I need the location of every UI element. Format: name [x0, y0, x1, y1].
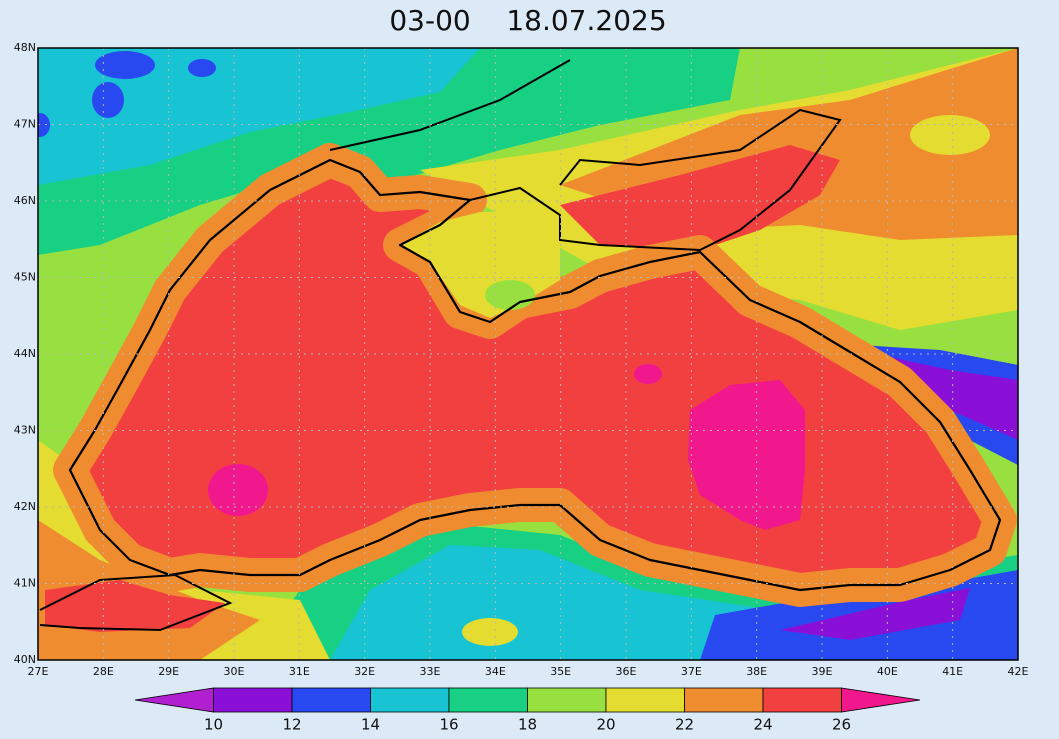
- colorbar-label: 14: [361, 716, 380, 734]
- colorbar-label: 26: [832, 716, 851, 734]
- lat-label: 46N: [14, 194, 36, 207]
- lon-label: 33E: [420, 665, 441, 678]
- graticule: [38, 48, 1018, 660]
- colorbar-arrow: [134, 687, 214, 713]
- lon-label: 36E: [616, 665, 637, 678]
- colorbar-swatch: [762, 687, 842, 713]
- colorbar-label: 10: [204, 716, 223, 734]
- colorbar-swatch: [527, 687, 607, 713]
- colorbar: 10 12 14 16 18 20 22 24 26: [134, 687, 921, 734]
- lat-label: 47N: [14, 118, 36, 131]
- lat-label: 44N: [14, 347, 36, 360]
- lat-label: 42N: [14, 500, 36, 513]
- colorbar-swatch: [684, 687, 764, 713]
- colorbar-label: 18: [518, 716, 537, 734]
- lon-label: 42E: [1008, 665, 1029, 678]
- lon-label: 28E: [93, 665, 114, 678]
- colorbar-label: 20: [596, 716, 615, 734]
- colorbar-arrow: [841, 687, 921, 713]
- lon-label: 35E: [550, 665, 571, 678]
- lon-label: 27E: [28, 665, 49, 678]
- colorbar-label: 12: [282, 716, 301, 734]
- map-title: 03-00 18.07.2025: [389, 4, 666, 37]
- lat-label: 41N: [14, 577, 36, 590]
- lon-label: 30E: [224, 665, 245, 678]
- frame: [37, 47, 1019, 661]
- lon-label: 38E: [746, 665, 767, 678]
- colorbar-swatch: [291, 687, 371, 713]
- lon-label: 29E: [158, 665, 179, 678]
- colorbar-label: 22: [675, 716, 694, 734]
- colorbar-label: 16: [439, 716, 458, 734]
- lon-label: 40E: [877, 665, 898, 678]
- lon-label: 32E: [354, 665, 375, 678]
- lat-label: 48N: [14, 41, 36, 54]
- axes: 40N 41N 42N 43N 44N 45N 46N 47N 48N 27E 28E 29E 30E 3…: [14, 41, 1029, 678]
- lon-label: 39E: [812, 665, 833, 678]
- lat-label: 40N: [14, 653, 36, 666]
- lat-label: 43N: [14, 424, 36, 437]
- field: [38, 48, 1018, 660]
- colorbar-swatch: [605, 687, 685, 713]
- lon-label: 34E: [485, 665, 506, 678]
- lon-label: 41E: [942, 665, 963, 678]
- colorbar-swatch: [370, 687, 450, 713]
- colorbar-label: 24: [753, 716, 772, 734]
- lon-label: 37E: [681, 665, 702, 678]
- colorbar-swatch: [448, 687, 528, 713]
- lat-label: 45N: [14, 271, 36, 284]
- lon-label: 31E: [289, 665, 310, 678]
- colorbar-swatch: [213, 687, 293, 713]
